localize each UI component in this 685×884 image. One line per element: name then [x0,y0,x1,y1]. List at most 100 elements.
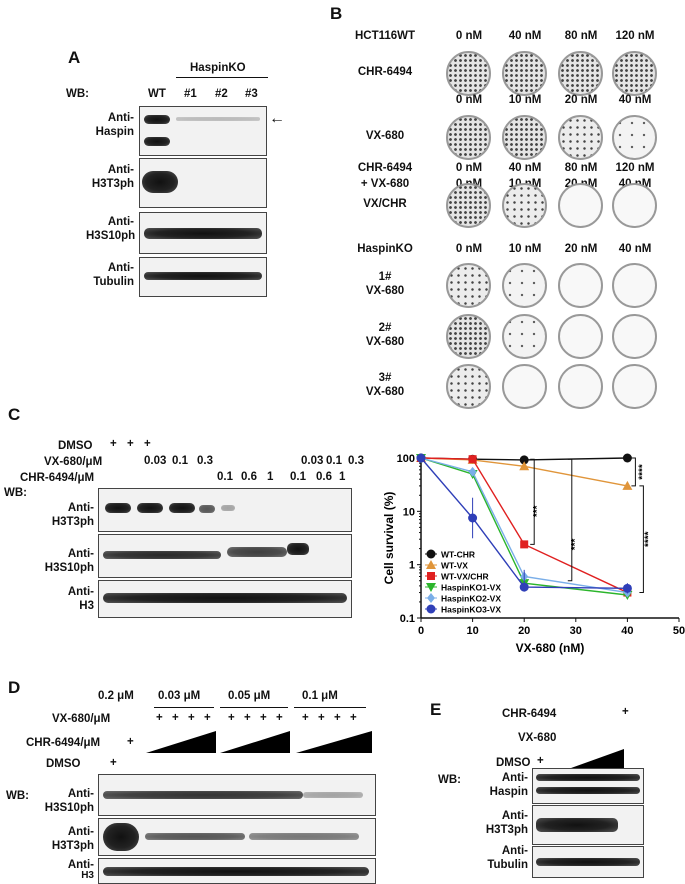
legend-label-5: HaspinKO3-VX [441,605,501,615]
panel-c-letter: C [8,405,21,424]
e-wb-label: WB: [438,774,461,786]
d-ab1-l2: H3S10ph [44,802,94,814]
blot-e-h3t3ph [532,805,644,845]
d-dmso-label: DMSO [46,758,81,770]
c-ab2-l1: Anti- [67,548,94,560]
b-conc-label: 40 nM [618,94,652,106]
a-ab2-l1: Anti- [107,164,134,176]
a-ab1-l2: Haspin [95,126,134,138]
colony-dish [446,314,491,359]
blot-c-h3t3ph [98,488,352,532]
b-conc-label: 80 nM [564,162,598,174]
c-ab1-l1: Anti- [67,502,94,514]
x-axis-label: VX-680 (nM) [516,641,585,655]
legend-label-4: HaspinKO2-VX [441,594,501,604]
c-dmso-label: DMSO [58,440,93,452]
b-conc-label: 0 nM [455,162,483,174]
e-ab1-l1: Anti- [501,772,528,784]
blot-d-h3 [98,858,376,884]
panel-a-letter: A [68,48,81,67]
a-ab4-l1: Anti- [107,262,134,274]
b-conc-label: 0 nM [455,243,483,255]
b-row-label: 3# [378,372,392,384]
c-ab1-l2: H3T3ph [51,516,94,528]
b-row-label: HCT116WT [354,30,416,42]
b-conc-label: 120 nM [615,30,655,42]
d-vx-plus: + [302,712,309,724]
a-ab3-l2: H3S10ph [86,230,136,242]
d-ab3-l1: Anti- [67,859,94,871]
y-axis-label: Cell survival (%) [382,492,396,585]
d-top-conc: 0.03 μM [158,690,201,702]
legend-label-0: WT-CHR [441,550,475,560]
e-ab3-l2: Tubulin [487,859,528,871]
a-ab3-l1: Anti- [107,216,134,228]
d-gradient-triangle [146,731,216,753]
colony-dish [446,51,491,96]
b-conc-label: 40 nM [508,30,542,42]
d-vx-plus: + [228,712,235,724]
blot-d-h3t3ph [98,818,376,856]
b-row-label: CHR-6494 [357,66,413,78]
x-tick-label: 50 [673,625,685,637]
b-row-label: VX/CHR [363,198,407,210]
d-vx-plus: + [156,712,163,724]
d-vx-plus: + [276,712,283,724]
d-ab2-l1: Anti- [67,826,94,838]
b-conc-label: 80 nM [564,30,598,42]
e-ab1-l2: Haspin [489,786,528,798]
d-top-conc: 0.2 μM [98,690,134,702]
c-chr-value: 1 [267,471,274,483]
x-tick-label: 0 [418,625,424,637]
c-vx-value: 0.03 [301,455,324,467]
data-point-1-3 [622,480,633,490]
c-vx-value: 0.3 [197,455,213,467]
sig-label-1: *** [532,505,543,517]
sig-label-2: *** [570,538,581,550]
b-conc-label: 20 nM [564,94,598,106]
lane-ko2: #2 [215,88,228,100]
sig-label-3: **** [643,531,654,547]
e-dmso-label: DMSO [496,757,531,769]
a-ab2-l2: H3T3ph [91,178,134,190]
d-top-conc: 0.1 μM [302,690,338,702]
c-wb-label: WB: [4,487,27,499]
b-row-label: 1# [378,271,392,283]
colony-dish [502,364,547,409]
y-tick-label: 100 [397,453,415,465]
haspinko-bracket [176,77,268,78]
d-vx-plus: + [318,712,325,724]
colony-dish [558,263,603,308]
d-vx-plus: + [260,712,267,724]
d-vx-label: VX-680/μM [52,713,111,725]
panel-e-letter: E [430,700,442,719]
blot-e-haspin [532,768,644,804]
e-chr-plus: + [622,706,629,718]
b-conc-label: 40 nM [508,162,542,174]
legend-label-2: WT-VX/CHR [441,572,489,582]
blot-a-h3s10ph [139,212,267,254]
colony-dish [612,51,657,96]
y-tick-label: 10 [403,506,415,518]
b-row-label: VX-680 [365,130,405,142]
lane-ko1: #1 [184,88,197,100]
blot-d-h3s10ph [98,774,376,816]
series-line-3 [420,457,628,596]
c-vx-value: 0.1 [326,455,342,467]
d-ab3-l2: H3 [81,870,94,881]
colony-dish [612,183,657,228]
b-row-label: + VX-680 [360,178,410,190]
b-row-label: CHR-6494 [357,162,413,174]
lane-wt: WT [148,88,166,100]
data-point-2-2 [520,540,529,549]
series-line-2 [420,457,628,594]
c-dmso-plus: + [110,438,117,450]
d-chr-plus: + [127,736,134,748]
sig-bracket-3 [639,485,644,594]
e-vx-label: VX-680 [518,732,557,744]
c-chr-value: 0.6 [316,471,332,483]
d-group-line [294,707,366,708]
colony-dish [446,115,491,160]
blot-c-h3 [98,580,352,618]
x-tick-label: 10 [466,625,478,637]
